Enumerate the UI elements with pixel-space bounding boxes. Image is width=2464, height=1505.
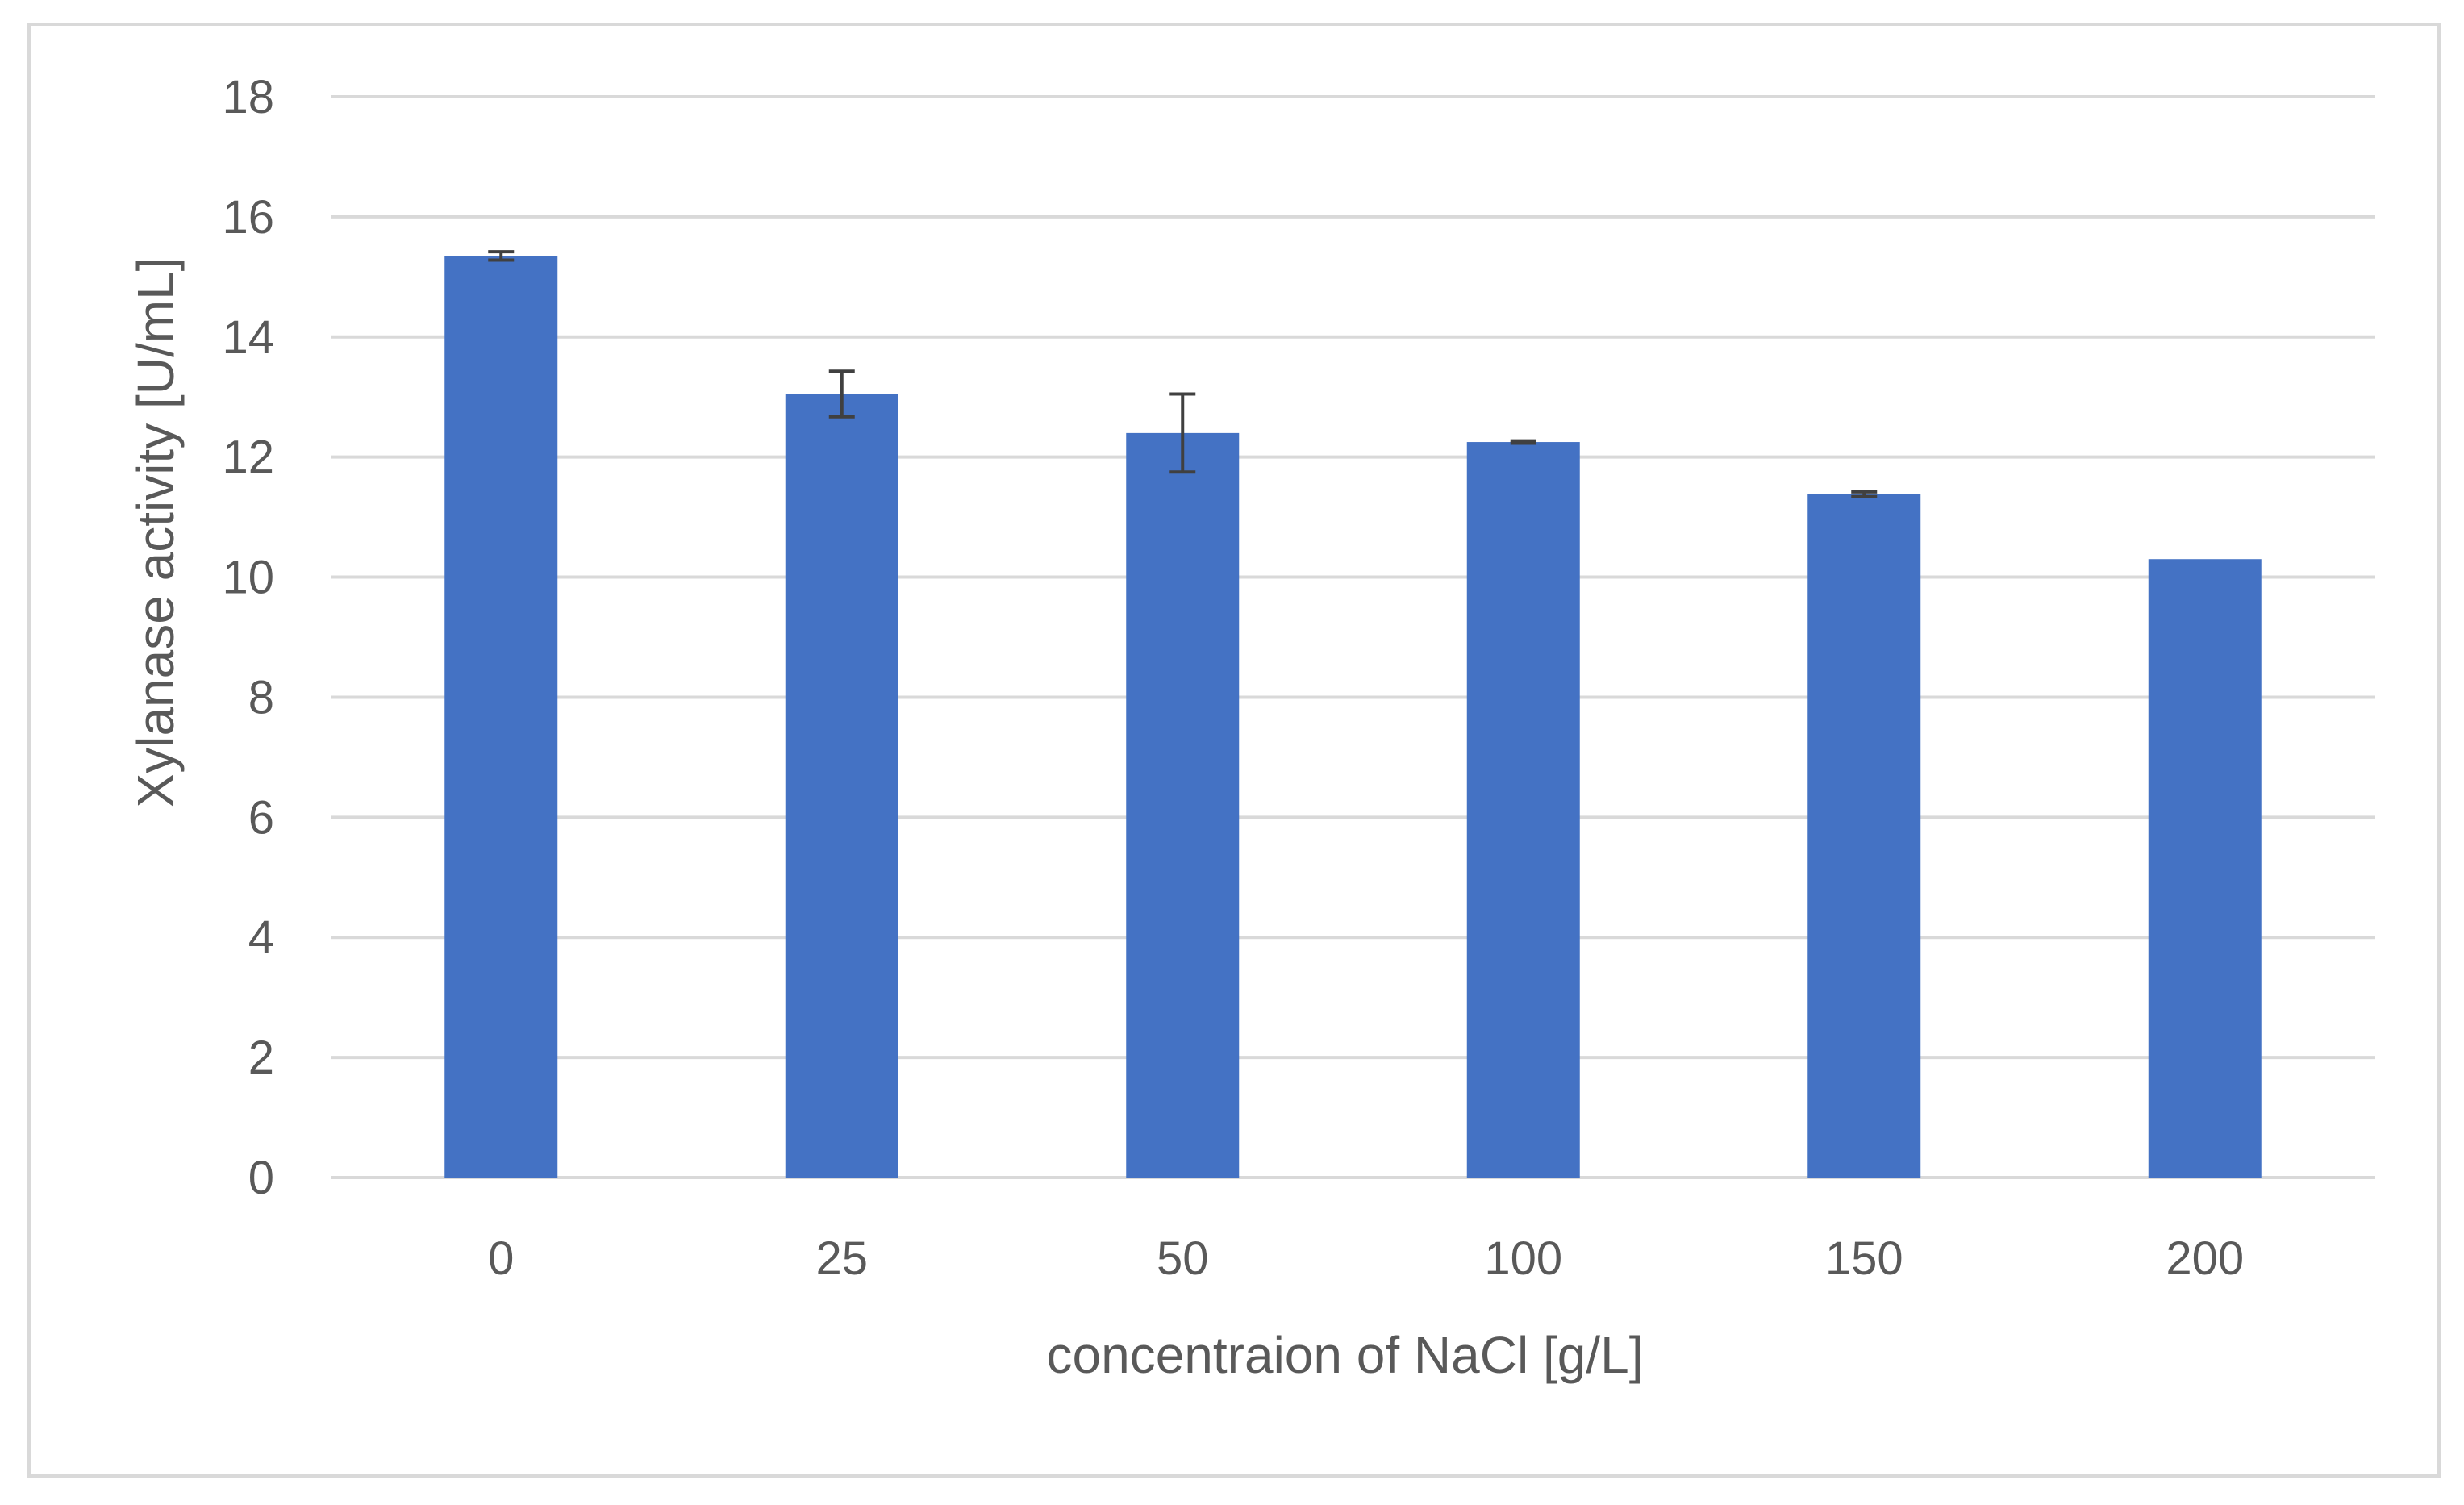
bar	[1807, 494, 1921, 1178]
y-tick-labels: 0 2 4 6 8 10 12 14 16 18	[222, 71, 274, 1204]
bar	[785, 394, 898, 1178]
x-tick-label: 25	[815, 1232, 868, 1285]
error-bar	[1510, 439, 1536, 445]
error-bar	[828, 369, 855, 419]
x-tick-label: 200	[2166, 1232, 2244, 1285]
x-tick-label: 0	[488, 1232, 514, 1285]
x-axis-title: concentraion of NaCl [g/L]	[1047, 1326, 1644, 1384]
y-tick-label: 8	[248, 671, 274, 723]
y-tick-label: 16	[222, 191, 274, 244]
y-tick-label: 10	[222, 552, 274, 604]
error-bar	[1169, 392, 1196, 474]
y-tick-label: 12	[222, 431, 274, 484]
y-tick-label: 6	[248, 791, 274, 844]
error-bars	[488, 250, 1878, 498]
y-tick-label: 14	[222, 311, 274, 364]
x-tick-label: 100	[1484, 1232, 1562, 1285]
x-tick-label: 150	[1825, 1232, 1903, 1285]
error-bar	[1851, 490, 1878, 498]
bar	[444, 256, 558, 1178]
bar	[2148, 559, 2262, 1178]
bar	[1466, 442, 1580, 1178]
y-tick-label: 18	[222, 71, 274, 123]
x-tick-labels: 0 25 50 100 150 200	[488, 1232, 2244, 1285]
bar	[1126, 432, 1240, 1178]
x-tick-label: 50	[1157, 1232, 1209, 1285]
y-tick-label: 4	[248, 911, 274, 964]
y-axis-title: Xylanase activity [U/mL]	[127, 257, 185, 808]
bars	[444, 256, 2262, 1178]
y-tick-label: 2	[248, 1032, 274, 1084]
gridlines	[331, 95, 2375, 1179]
y-tick-label: 0	[248, 1152, 274, 1204]
error-bar	[488, 250, 515, 262]
